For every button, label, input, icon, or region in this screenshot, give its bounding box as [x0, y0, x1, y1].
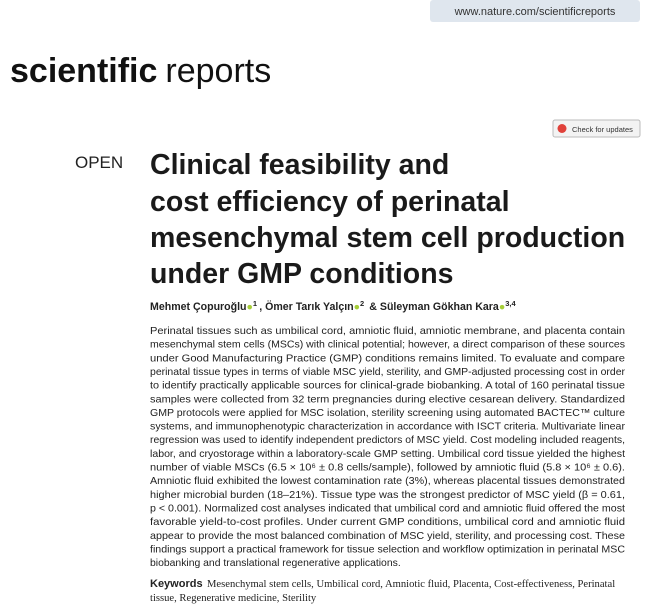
abstract-line: samples were collected from 32 term preg… [150, 394, 625, 405]
url-bar [430, 0, 640, 22]
keywords-line: tissue, Regenerative medicine, Sterility [150, 593, 317, 604]
title-line: mesenchymal stem cell production [150, 222, 625, 254]
abstract-line: to identify practically applicable sourc… [150, 381, 625, 392]
journal-logo: scientific reports [10, 52, 271, 90]
affiliation: 2 [360, 299, 364, 308]
abstract: Perinatal tissues such as umbilical cord… [150, 326, 626, 569]
orcid-icon: ● [499, 301, 505, 313]
update-button[interactable] [552, 119, 641, 138]
keywords: Mesenchymal stem cells, Umbilical cord, … [150, 579, 615, 604]
title-line: under GMP conditions [150, 258, 453, 290]
affiliation: 1 [253, 299, 257, 308]
title-line: cost efficiency of perinatal [150, 186, 510, 218]
abstract-line: favorable yield-to-cost profiles. Under … [150, 517, 625, 528]
keywords-line: Mesenchymal stem cells, Umbilical cord, … [207, 579, 615, 590]
abstract-line: higher microbial burden (18–21%). Tissue… [150, 490, 625, 501]
abstract-line: perinatal tissue types in terms of viabl… [150, 367, 626, 378]
check-updates[interactable]: Check for updates [552, 119, 641, 138]
abstract-line: Amniotic fluid exhibited the lowest cont… [150, 476, 625, 487]
author-name: , Ömer Tarık Yalçın [259, 300, 353, 313]
abstract-line: Perinatal tissues such as umbilical cord… [150, 326, 625, 337]
keywords-label: Keywords [150, 578, 203, 590]
author-name: & Süleyman Gökhan Kara [366, 301, 499, 313]
spacer [516, 301, 518, 313]
abstract-line: appear to provide the most balanced comb… [150, 531, 625, 542]
abstract-line: GMP protocols were applied for MSC isola… [150, 408, 625, 419]
abstract-line: under Good Manufacturing Practice (GMP) … [150, 353, 625, 364]
orcid-icon: ● [354, 301, 360, 313]
update-label[interactable]: Check for updates [572, 125, 633, 134]
access-label: OPEN [75, 153, 123, 172]
abstract-line: labor, and cryostorage within a laborato… [150, 449, 625, 460]
title-line: Clinical feasibility and [150, 149, 449, 181]
journal-regular: reports [165, 52, 271, 90]
affiliation: 3,4 [505, 299, 516, 308]
author-name: Mehmet Çopuroğlu [150, 301, 247, 313]
journal-bold: scientific [10, 52, 157, 90]
abstract-line: mesenchymal stem cells (MSCs) with clini… [150, 340, 625, 351]
orcid-icon: ● [247, 301, 253, 313]
url: www.nature.com/scientificreports [454, 6, 616, 18]
abstract-line: findings support a practical framework f… [150, 544, 626, 555]
abstract-line: biobanking and translational regenerativ… [150, 558, 401, 569]
abstract-line: p < 0.001). Normalized cost analyses ind… [150, 503, 625, 514]
authors: Mehmet Çopuroğlu●1 , Ömer Tarık Yalçın●2… [150, 299, 518, 313]
abstract-line: regression was used to identify independ… [150, 435, 625, 446]
update-icon [557, 124, 567, 133]
title: Clinical feasibility and cost efficiency … [150, 149, 625, 290]
abstract-line: systems, and immunophenotypic characteri… [150, 422, 626, 433]
abstract-line: number of viable MSCs (6.5 × 10⁶ ± 0.8 c… [150, 463, 625, 474]
